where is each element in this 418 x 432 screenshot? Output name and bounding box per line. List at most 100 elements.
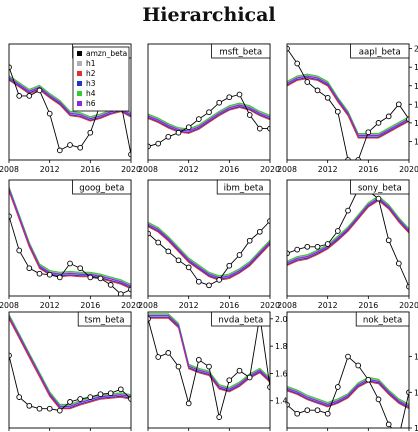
panel-label: tsm_beta — [85, 316, 125, 326]
panel-label: nvda_beta — [218, 316, 263, 326]
beta-point — [107, 390, 114, 397]
beta-point — [314, 87, 321, 94]
legend-swatch — [77, 71, 82, 76]
beta-point — [365, 129, 372, 136]
panel-label: aapl_beta — [359, 48, 401, 58]
y-tick-label: 1.2 — [414, 424, 418, 432]
beta-point — [324, 94, 331, 101]
beta-point — [226, 262, 233, 269]
panel-frame — [8, 311, 132, 429]
beta-point — [406, 283, 409, 290]
beta-point — [395, 101, 402, 108]
plot-area — [148, 313, 270, 420]
beta-point — [185, 124, 192, 131]
plot-area — [9, 314, 131, 414]
beta-point — [46, 271, 53, 278]
series-h4-line — [287, 195, 409, 262]
beta-point — [16, 93, 23, 99]
panel-label-box — [211, 43, 271, 59]
beta-point — [236, 252, 243, 258]
panel-label: goog_beta — [79, 184, 124, 194]
series-h3-line — [148, 106, 270, 134]
panel-goog_beta: goog_beta 2008 2012 2016 2020 — [0, 179, 141, 310]
beta-point — [294, 410, 301, 417]
beta-point — [345, 207, 351, 214]
series-h2-line — [287, 381, 409, 410]
series-h2-line — [148, 317, 270, 393]
x-tick-label: 2012 — [40, 165, 60, 174]
panel-label: msft_beta — [219, 48, 262, 58]
legend-label: h3 — [86, 79, 96, 88]
legend-swatch — [77, 81, 82, 86]
beta-point — [324, 410, 331, 417]
beta-point — [375, 195, 382, 202]
x-tick-label: 2012 — [318, 165, 338, 174]
beta-point — [87, 129, 94, 136]
series-h2-line — [148, 226, 270, 281]
beta-point — [97, 275, 104, 282]
x-tick-label: 2020 — [260, 301, 280, 310]
beta-point — [9, 64, 12, 71]
y-tick-label: 2.0 — [414, 45, 418, 54]
beta-point — [345, 157, 351, 160]
x-tick-label: 2016 — [358, 165, 378, 174]
beta-point — [226, 377, 233, 384]
panel-sony_beta: sony_beta 2008 2012 2016 2020 — [277, 179, 418, 310]
plot-area — [287, 45, 409, 160]
y-tick-label: 1.4 — [414, 388, 418, 397]
beta-point — [406, 389, 409, 396]
beta-point — [365, 376, 372, 383]
series-h4-line — [148, 313, 270, 389]
beta-point — [206, 363, 212, 370]
y-tick-label: 1.2 — [414, 119, 418, 128]
x-tick-label: 2008 — [0, 301, 19, 310]
beta-point — [267, 218, 270, 224]
series-h6-line — [9, 77, 131, 120]
series-h2-line — [148, 106, 270, 134]
beta-point — [385, 237, 392, 244]
x-tick-label: 2020 — [260, 165, 280, 174]
legend-label: amzn_beta — [86, 49, 127, 58]
x-tick-label: 2020 — [399, 165, 418, 174]
series-h1-line — [148, 103, 270, 131]
legend-swatch — [77, 91, 82, 96]
series-h6-line — [148, 104, 270, 132]
series-h6-line — [9, 188, 131, 287]
series-h1-line — [148, 222, 270, 278]
beta-point — [395, 260, 402, 267]
plot-area — [287, 186, 409, 290]
beta-point — [56, 407, 63, 414]
panel-label: nok_beta — [363, 316, 402, 326]
legend-label: h6 — [86, 99, 96, 108]
x-tick-label: 2008 — [277, 165, 297, 174]
y-tick-label: 1.8 — [414, 63, 418, 72]
beta-point — [216, 99, 223, 106]
beta-point — [165, 350, 172, 356]
beta-point — [175, 363, 182, 370]
beta-point — [355, 362, 362, 369]
beta-point — [195, 278, 202, 285]
beta-point — [355, 157, 362, 160]
y-tick-label: 1.6 — [275, 369, 287, 378]
beta-point — [46, 110, 53, 117]
x-tick-label: 2016 — [80, 165, 100, 174]
series-h2-line — [287, 199, 409, 267]
panel-label-box — [77, 311, 132, 327]
panel-frame — [286, 43, 410, 161]
series-h4-line — [148, 102, 270, 130]
x-tick-label: 2008 — [138, 301, 158, 310]
panel-label: ibm_beta — [224, 184, 264, 194]
panel-label-box — [72, 179, 132, 195]
panel-label-box — [350, 179, 410, 195]
beta-point — [36, 405, 43, 412]
panel-amzn_beta: amzn_beta 2008 2012 2016 2020 amzn_betah1h2h3… — [0, 43, 141, 174]
beta-point — [304, 243, 311, 250]
series-h3-line — [287, 380, 409, 409]
beta-point — [26, 93, 33, 99]
beta-point — [256, 228, 263, 235]
beta-point — [236, 91, 243, 98]
panel-frame — [147, 311, 271, 429]
beta-point — [117, 291, 124, 296]
